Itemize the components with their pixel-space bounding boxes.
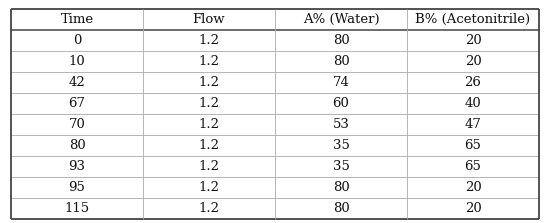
Text: 40: 40 <box>465 97 481 110</box>
Text: 80: 80 <box>333 202 349 215</box>
Text: 67: 67 <box>69 97 85 110</box>
Text: 65: 65 <box>465 139 481 152</box>
Text: 1.2: 1.2 <box>199 118 219 131</box>
Text: 80: 80 <box>69 139 85 152</box>
Text: 95: 95 <box>69 181 85 194</box>
Text: 10: 10 <box>69 55 85 68</box>
Text: 1.2: 1.2 <box>199 160 219 173</box>
Text: Time: Time <box>60 13 94 26</box>
Text: 20: 20 <box>465 202 481 215</box>
Text: 20: 20 <box>465 181 481 194</box>
Text: 60: 60 <box>333 97 349 110</box>
Text: B% (Acetonitrile): B% (Acetonitrile) <box>415 13 531 26</box>
Text: 115: 115 <box>64 202 90 215</box>
Text: 35: 35 <box>333 139 349 152</box>
Text: 1.2: 1.2 <box>199 55 219 68</box>
Text: 1.2: 1.2 <box>199 97 219 110</box>
Text: 53: 53 <box>333 118 349 131</box>
Text: 35: 35 <box>333 160 349 173</box>
Text: 1.2: 1.2 <box>199 202 219 215</box>
Text: 1.2: 1.2 <box>199 76 219 89</box>
Text: 47: 47 <box>465 118 481 131</box>
Text: 65: 65 <box>465 160 481 173</box>
Text: 1.2: 1.2 <box>199 139 219 152</box>
Text: 26: 26 <box>465 76 481 89</box>
Text: 80: 80 <box>333 55 349 68</box>
Text: 20: 20 <box>465 55 481 68</box>
Text: 70: 70 <box>69 118 85 131</box>
Text: 80: 80 <box>333 181 349 194</box>
Text: Flow: Flow <box>192 13 226 26</box>
Text: 0: 0 <box>73 34 81 47</box>
Text: 20: 20 <box>465 34 481 47</box>
Text: 93: 93 <box>69 160 85 173</box>
Text: 1.2: 1.2 <box>199 34 219 47</box>
Text: A% (Water): A% (Water) <box>302 13 379 26</box>
Text: 1.2: 1.2 <box>199 181 219 194</box>
Text: 42: 42 <box>69 76 85 89</box>
Text: 80: 80 <box>333 34 349 47</box>
Text: 74: 74 <box>333 76 349 89</box>
